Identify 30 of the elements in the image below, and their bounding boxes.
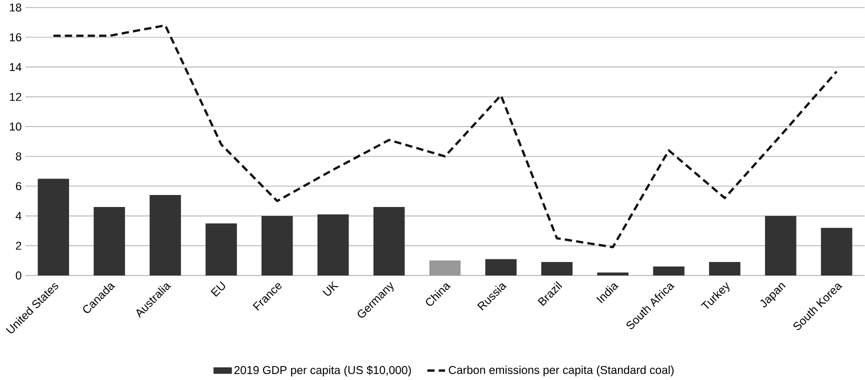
- bar: [709, 262, 740, 276]
- bar: [262, 216, 293, 276]
- x-tick-label: EU: [210, 281, 226, 297]
- bar: [150, 195, 181, 276]
- bar: [765, 216, 796, 276]
- line-series: [52, 24, 838, 248]
- y-tick-label: 4: [16, 212, 22, 220]
- bar: [820, 228, 852, 276]
- x-tick-label: UK: [322, 281, 339, 296]
- y-tick-label: 14: [10, 63, 22, 72]
- y-tick-label: 2: [16, 242, 22, 250]
- bar: [317, 214, 349, 276]
- y-tick-label: 8: [16, 152, 22, 161]
- bar: [597, 272, 628, 276]
- bar: [38, 178, 70, 276]
- y-tick-label: 18: [10, 4, 22, 12]
- y-tick-label: 16: [10, 33, 22, 42]
- legend-label: Carbon emissions per capita (Standard coal): [448, 366, 674, 376]
- bar: [206, 223, 237, 276]
- bar: [94, 207, 126, 276]
- bar: [373, 207, 405, 276]
- legend-label: 2019 GDP per capita (US $10,000): [234, 366, 411, 377]
- bar: [541, 262, 573, 276]
- y-tick-label: 10: [10, 122, 22, 131]
- bar: [653, 266, 684, 276]
- bar: [485, 259, 517, 276]
- y-tick-label: 12: [10, 92, 22, 101]
- bar: [429, 260, 461, 276]
- y-tick-label: 0: [16, 272, 22, 280]
- y-tick-label: 6: [16, 182, 22, 190]
